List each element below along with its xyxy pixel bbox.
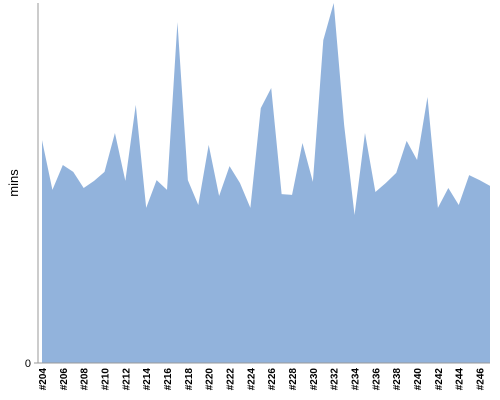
x-tick-label: #228 [288, 368, 299, 391]
x-tick-label: #226 [267, 368, 278, 391]
x-tick-label: #242 [434, 368, 445, 391]
x-tick-label: #240 [413, 368, 424, 391]
x-tick-label: #224 [246, 368, 257, 391]
area [42, 3, 490, 363]
x-tick-label: #230 [309, 368, 320, 391]
x-tick-label: #218 [184, 368, 195, 391]
x-tick-label: #216 [163, 368, 174, 391]
x-tick-label: #204 [38, 368, 49, 391]
x-tick-label: #220 [205, 368, 216, 391]
x-tick-label: #236 [371, 368, 382, 391]
x-tick-label: #246 [476, 368, 487, 391]
y-axis-label: mins [6, 169, 21, 197]
x-tick-label: #206 [59, 368, 70, 391]
x-tick-label: #214 [142, 368, 153, 391]
x-tick-label: #244 [455, 368, 466, 391]
x-tick-label: #238 [392, 368, 403, 391]
y-tick-label: 0 [25, 358, 31, 370]
x-tick-label: #234 [351, 368, 362, 391]
x-tick-label: #212 [121, 368, 132, 391]
x-tick-label: #232 [330, 368, 341, 391]
x-tick-label: #222 [226, 368, 237, 391]
x-tick-label: #210 [101, 368, 112, 391]
x-tick-label: #208 [80, 368, 91, 391]
